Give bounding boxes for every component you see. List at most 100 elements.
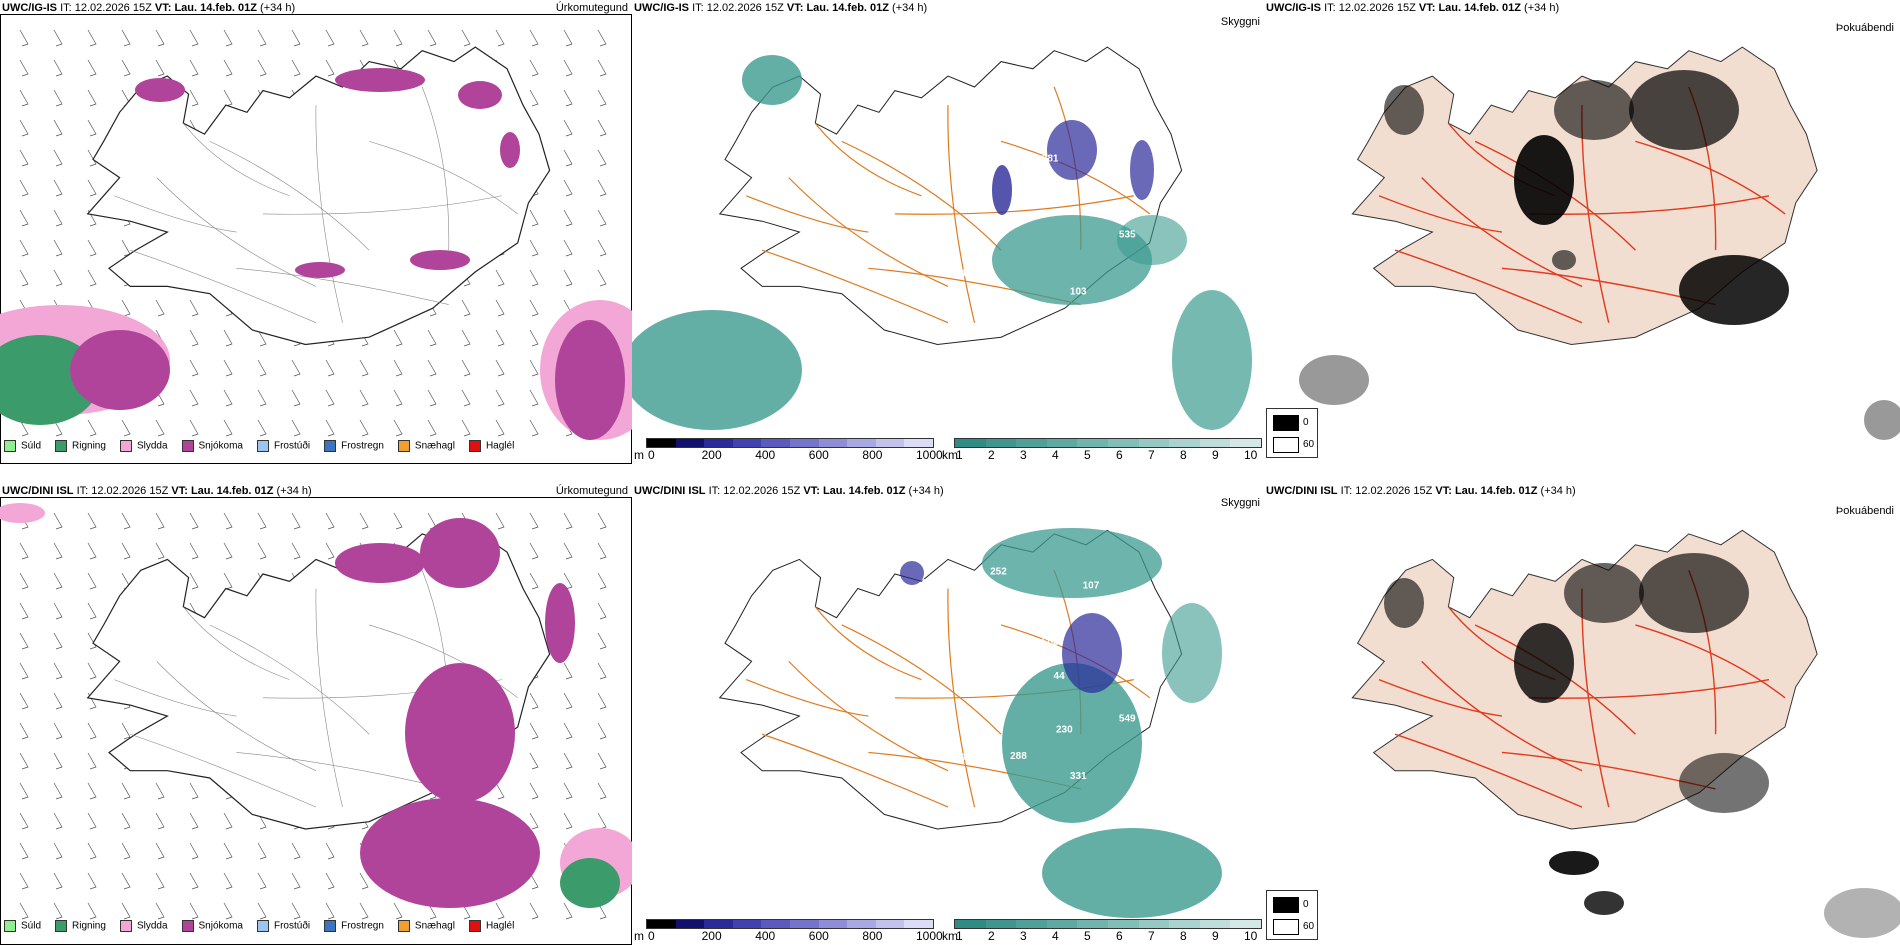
wind-barb — [563, 89, 573, 107]
wind-barb — [359, 872, 369, 890]
wind-barb — [53, 842, 63, 860]
visibility-value-label: 499 — [810, 646, 827, 657]
wind-barb — [257, 419, 267, 437]
fog-indicator-area — [1514, 623, 1574, 703]
fog-indicator-area — [1299, 355, 1369, 405]
road-line — [746, 195, 869, 233]
fog-indicator-area — [1864, 400, 1900, 440]
fog-indicator-panel-top: UWC/IG-IS IT: 12.02.2026 15Z VT: Lau. 14… — [1264, 0, 1900, 465]
wind-barb — [563, 752, 573, 770]
road-line — [156, 661, 317, 771]
wind-barb — [291, 542, 301, 560]
colorbar-segment — [675, 439, 705, 447]
legend-label: Frostúði — [273, 920, 311, 932]
fog-indicator-area — [1679, 255, 1789, 325]
colorbar-segment — [1138, 439, 1170, 447]
wind-barb — [189, 812, 199, 830]
fog-indicator-area — [1564, 563, 1644, 623]
legend-label: Súld — [21, 920, 42, 932]
wind-barb — [189, 359, 199, 377]
road-line — [236, 752, 449, 790]
wind-barb — [87, 752, 97, 770]
wind-barb — [121, 872, 131, 890]
fog-indicator-area — [1552, 250, 1576, 270]
wind-barb — [223, 59, 233, 77]
colorbar-tick-label: 10 — [1244, 448, 1258, 462]
wind-barb — [53, 602, 63, 620]
fog-indicator-area — [1639, 553, 1749, 633]
visibility-colorbar-m: m 0 200 400 600 800 1000 — [634, 919, 943, 947]
colorbar-tick-label: 4 — [1052, 929, 1059, 943]
colorbar-tick-label: 400 — [755, 448, 776, 462]
colorbar-segment — [875, 439, 905, 447]
wind-barb — [87, 842, 97, 860]
wind-barb — [53, 662, 63, 680]
wind-barb — [529, 902, 539, 920]
wind-barb — [155, 542, 165, 560]
wind-barb — [597, 602, 607, 620]
wind-barb — [597, 89, 607, 107]
wind-barb — [529, 512, 539, 530]
colorbar-segment — [704, 439, 733, 447]
legend-item: Haglél — [468, 440, 514, 452]
wind-barb — [155, 812, 165, 830]
wind-barb — [87, 419, 97, 437]
wind-barb — [597, 119, 607, 137]
wind-barb — [597, 542, 607, 560]
fog-indicator-area — [1679, 753, 1769, 813]
wind-barb — [53, 692, 63, 710]
snow-area — [405, 663, 515, 803]
road-line — [1635, 624, 1786, 699]
wind-barb — [189, 419, 199, 437]
legend-item: Snjókoma — [181, 920, 243, 932]
wind-barb — [597, 662, 607, 680]
wind-barb — [87, 782, 97, 800]
wind-barb — [257, 359, 267, 377]
wind-barb — [257, 329, 267, 347]
wind-barb — [19, 209, 29, 227]
fog-indicator-area — [1584, 891, 1624, 915]
wind-barb — [121, 902, 131, 920]
panel-variable-tag: Skyggni — [1220, 16, 1260, 28]
road-line — [1635, 140, 1786, 215]
wind-barb — [189, 299, 199, 317]
colorbar-segment — [704, 920, 733, 928]
visibility-value-label: 365 — [872, 620, 889, 631]
wind-barb — [597, 902, 607, 920]
visibility-value-label: 331 — [1070, 771, 1087, 782]
colorbar-tick-label: 800 — [862, 929, 883, 943]
iceland-precip-map — [0, 29, 632, 440]
wind-barb — [597, 59, 607, 77]
wind-barb — [597, 572, 607, 590]
wind-barb — [291, 872, 301, 890]
wind-barb — [189, 89, 199, 107]
iceland-fog-map — [1351, 529, 1900, 938]
wind-barb — [529, 872, 539, 890]
colorbar-segment — [789, 920, 819, 928]
wind-barb — [223, 512, 233, 530]
wind-barb — [563, 812, 573, 830]
legend-label: Snjókoma — [198, 920, 243, 932]
visibility-area — [982, 528, 1162, 598]
wind-barb — [121, 722, 131, 740]
colorbar-tick-label: 5 — [1084, 448, 1091, 462]
road-line — [1394, 733, 1583, 808]
legend-swatch — [256, 440, 269, 452]
colorbar-segment — [675, 920, 705, 928]
visibility-value-label: 702 — [821, 728, 838, 739]
wind-barb — [19, 662, 29, 680]
wind-barb — [393, 389, 403, 407]
wind-barb — [563, 722, 573, 740]
wind-barb — [155, 29, 165, 47]
road-line — [746, 679, 869, 717]
wind-barb — [121, 59, 131, 77]
wind-barb — [495, 512, 505, 530]
colorbar-tick-label: 1000 — [916, 448, 943, 462]
visibility-value-label: 252 — [990, 566, 1007, 577]
colorbar-tick-label: 8 — [1180, 929, 1187, 943]
colorbar-tick-label: 2 — [988, 929, 995, 943]
visibility-area — [1117, 215, 1187, 265]
road-line — [209, 624, 370, 735]
colorbar-unit: km — [942, 448, 958, 462]
road-line — [315, 105, 343, 323]
